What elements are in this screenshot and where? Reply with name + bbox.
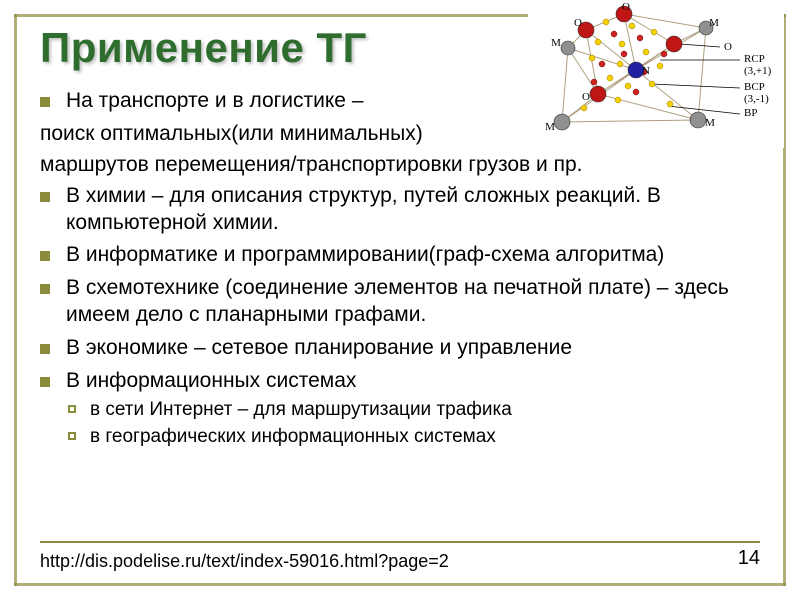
- list-item: В экономике – сетевое планирование и упр…: [40, 335, 768, 362]
- svg-text:O: O: [724, 41, 732, 53]
- frame-left: [14, 14, 17, 586]
- list-item: В информатике и программировании(граф-сх…: [40, 242, 768, 269]
- svg-text:(3,+1): (3,+1): [744, 65, 772, 77]
- page-number: 14: [738, 547, 760, 570]
- sub-bullet-list: в сети Интернет – для маршрутизации траф…: [66, 398, 768, 450]
- footer: http://dis.podelise.ru/text/index-59016.…: [40, 541, 760, 572]
- list-item-text: В схемотехнике (соединение элементов на …: [66, 276, 729, 326]
- svg-text:N: N: [642, 65, 650, 77]
- list-item-text: В химии – для описания структур, путей с…: [66, 184, 661, 234]
- slide: OOMMMOOMNRCP(3,+1)BCP(3,-1)BP Применение…: [0, 0, 800, 600]
- list-item: В информационных системах в сети Интерне…: [40, 368, 768, 450]
- list-item: На транспорте и в логистике –: [40, 88, 768, 115]
- list-item-text: В информатике и программировании(граф-сх…: [66, 243, 664, 266]
- footer-link-text: http://dis.podelise.ru/text/index-59016.…: [40, 551, 449, 571]
- svg-text:M: M: [709, 17, 719, 29]
- svg-text:RCP: RCP: [744, 53, 765, 65]
- molecular-diagram: OOMMMOOMNRCP(3,+1)BCP(3,-1)BP: [528, 0, 784, 148]
- list-item-text: В информационных системах: [66, 369, 356, 392]
- body-paragraph: маршрутов перемещения/транспортировки гр…: [40, 152, 768, 179]
- svg-text:M: M: [545, 121, 555, 133]
- diagram-svg: OOMMMOOMNRCP(3,+1)BCP(3,-1)BP: [528, 0, 784, 148]
- list-item: В химии – для описания структур, путей с…: [40, 183, 768, 237]
- list-item: В схемотехнике (соединение элементов на …: [40, 275, 768, 329]
- svg-text:O: O: [622, 1, 630, 13]
- sub-list-item: в географических информационных системах: [66, 425, 768, 449]
- sub-list-item-text: в сети Интернет – для маршрутизации траф…: [90, 399, 512, 420]
- list-item-text: На транспорте и в логистике –: [66, 89, 364, 112]
- svg-text:O: O: [574, 17, 582, 29]
- bullet-list: На транспорте и в логистике –: [40, 88, 768, 115]
- sub-list-item: в сети Интернет – для маршрутизации траф…: [66, 398, 768, 422]
- bullet-list: В химии – для описания структур, путей с…: [40, 183, 768, 450]
- sub-list-item-text: в географических информационных системах: [90, 426, 496, 447]
- svg-text:M: M: [705, 117, 715, 129]
- svg-text:M: M: [551, 37, 561, 49]
- list-item-text: В экономике – сетевое планирование и упр…: [66, 336, 572, 359]
- frame-bottom: [14, 583, 786, 586]
